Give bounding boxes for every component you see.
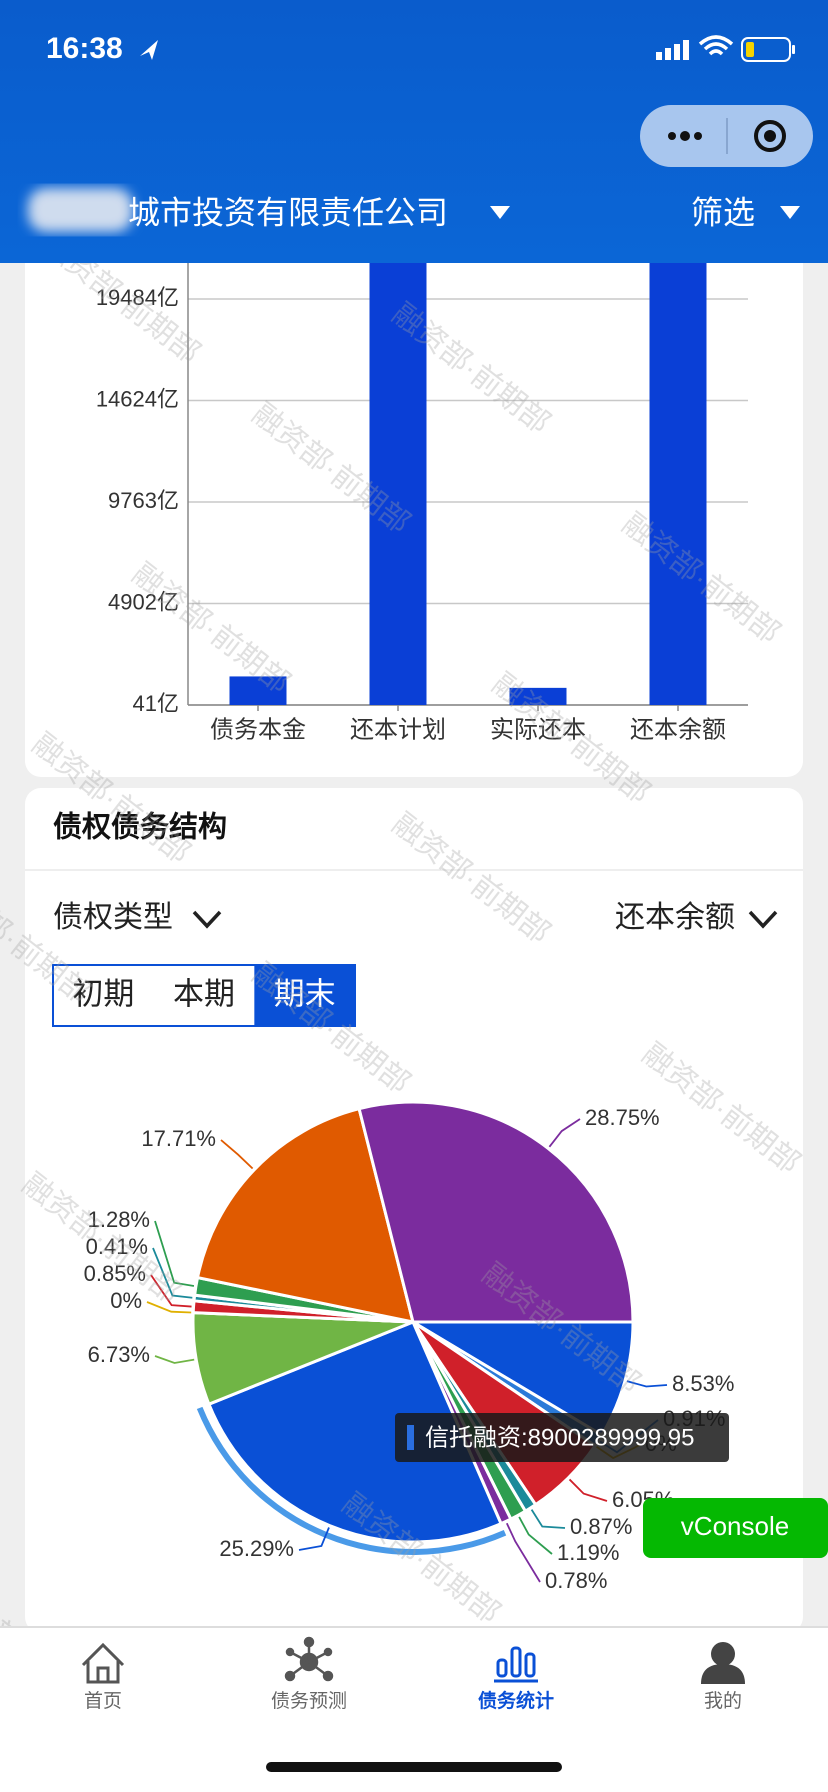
leader-line	[154, 1355, 195, 1364]
x-tick-label: 还本余额	[630, 716, 726, 743]
predict-icon	[284, 1636, 334, 1682]
dot	[680, 131, 690, 141]
close-dot	[764, 130, 776, 142]
segment-selected[interactable]	[254, 965, 355, 1026]
leader-line	[530, 1509, 566, 1529]
header-title[interactable]: 城市投资有限责任公司	[128, 194, 448, 230]
filter-button[interactable]: 筛选	[691, 194, 800, 230]
segmented-control: 初期 本期 期末	[52, 964, 356, 1027]
segment-label[interactable]: 本期	[173, 977, 235, 1012]
y-tick-label: 19484亿	[96, 285, 179, 310]
x-tick-label: 实际还本	[490, 716, 586, 743]
status-time: 16:38	[46, 32, 123, 65]
pie-value-label: 0.78%	[545, 1568, 607, 1593]
filter-label[interactable]: 债权类型	[53, 901, 173, 934]
pie-value-label: 1.28%	[88, 1207, 150, 1232]
x-tick-label: 债务本金	[210, 716, 306, 743]
leader-line	[298, 1527, 330, 1551]
bars	[229, 263, 707, 705]
home-icon	[81, 1642, 125, 1684]
pie-value-label: 25.29%	[219, 1536, 294, 1561]
nav-labels: 首页 债务预测 债务统计 我的	[84, 1689, 742, 1712]
wifi-icon	[698, 35, 734, 56]
x-tick-label: 还本计划	[350, 716, 446, 743]
leader-line	[626, 1380, 668, 1388]
pie-slice	[206, 1320, 503, 1544]
vconsole-label[interactable]: vConsole	[681, 1511, 789, 1541]
tooltip-text: 信托融资:8900289999.95	[425, 1424, 695, 1451]
dropdown-arrow	[780, 206, 800, 219]
vconsole-button[interactable]: vConsole	[643, 1498, 828, 1558]
filter-left[interactable]: 债权类型	[53, 901, 222, 934]
leader-line	[146, 1301, 192, 1314]
dot	[668, 132, 676, 140]
bar	[649, 263, 707, 705]
pie-value-label: 0.41%	[86, 1234, 148, 1259]
leader-line	[220, 1139, 254, 1170]
close-ring	[754, 120, 786, 152]
y-tick-label: 9763亿	[108, 488, 179, 513]
y-tick-label: 41亿	[133, 691, 179, 716]
home-indicator	[266, 1762, 562, 1772]
tooltip-marker	[407, 1425, 414, 1450]
leader-line	[548, 1118, 581, 1148]
tab-label[interactable]: 债务统计	[478, 1689, 554, 1712]
pie-value-label: 17.71%	[141, 1126, 216, 1151]
tab-label[interactable]: 我的	[704, 1690, 742, 1712]
bar	[369, 263, 427, 705]
stats-icon	[494, 1646, 538, 1683]
y-tick-label: 14624亿	[96, 386, 179, 411]
tab-label[interactable]: 首页	[84, 1690, 122, 1712]
leader-line	[154, 1220, 195, 1287]
leader-line	[568, 1478, 608, 1502]
chevron	[748, 910, 778, 929]
pie-slice	[357, 1100, 635, 1324]
pie-value-label: 8.53%	[672, 1371, 734, 1396]
tab-label[interactable]: 债务预测	[271, 1690, 347, 1712]
chevron	[192, 910, 222, 929]
filter-text[interactable]: 筛选	[691, 194, 755, 230]
pie-value-label: 0%	[110, 1288, 142, 1313]
pie-value-label: 28.75%	[585, 1105, 660, 1130]
pie-value-label: 0.87%	[570, 1514, 632, 1539]
pie-value-label: 0.85%	[84, 1261, 146, 1286]
profile-icon	[701, 1642, 745, 1684]
bar	[509, 687, 567, 705]
pie-value-label: 1.19%	[557, 1540, 619, 1565]
filter-right[interactable]: 还本余额	[615, 901, 778, 934]
vconsole-bg[interactable]	[643, 1498, 828, 1558]
segment-label[interactable]: 期末	[274, 977, 336, 1012]
dropdown-arrow	[490, 206, 510, 219]
segment-label[interactable]: 初期	[72, 977, 134, 1012]
pie-value-label: 6.73%	[88, 1342, 150, 1367]
leader-line	[518, 1516, 553, 1555]
redacted-area	[28, 188, 133, 232]
bar	[229, 676, 287, 705]
location-icon	[140, 40, 158, 60]
dot	[694, 132, 702, 140]
mini-program-capsule[interactable]	[640, 105, 813, 167]
tooltip-box	[395, 1413, 729, 1462]
pie-tooltip: 信托融资:8900289999.95	[395, 1413, 729, 1462]
signal-icon	[656, 40, 689, 60]
leader-line	[505, 1522, 541, 1583]
battery-icon	[741, 37, 795, 62]
pie-slice	[195, 1106, 416, 1324]
leader-line	[152, 1247, 193, 1299]
leader-line	[150, 1274, 192, 1308]
filter-label[interactable]: 还本余额	[615, 901, 735, 934]
y-tick-label: 4902亿	[108, 589, 179, 614]
company-selector[interactable]: 城市投资有限责任公司	[128, 194, 510, 230]
section-title: 债权债务结构	[53, 811, 227, 844]
